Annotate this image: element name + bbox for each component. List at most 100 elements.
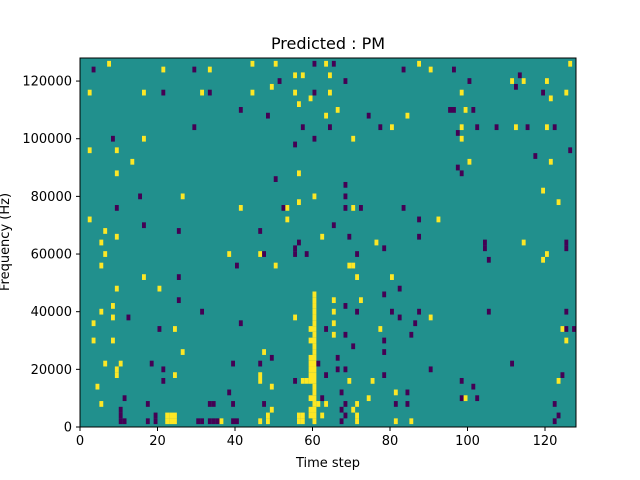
heatmap-cell — [215, 418, 220, 425]
y-tick-label: 120000 — [22, 75, 72, 90]
heatmap-cell — [331, 222, 336, 229]
heatmap-cell — [293, 141, 298, 148]
heatmap-cell — [560, 372, 565, 378]
heatmap-cell — [351, 406, 356, 413]
heatmap-cell — [312, 135, 317, 142]
heatmap-cell — [118, 418, 123, 425]
heatmap-cell — [343, 78, 348, 84]
heatmap-cell — [382, 372, 387, 378]
heatmap-cell — [200, 89, 205, 96]
heatmap-cell — [343, 205, 348, 211]
heatmap-cell — [312, 326, 317, 332]
heatmap-cell — [145, 418, 150, 425]
y-tick-label: 20000 — [31, 363, 72, 378]
heatmap-cell — [401, 66, 406, 73]
heatmap-cell — [99, 401, 104, 407]
heatmap-cell — [390, 308, 394, 315]
heatmap-cell — [103, 251, 108, 257]
heatmap-cell — [335, 107, 340, 113]
heatmap-cell — [359, 297, 363, 304]
heatmap-cell — [176, 274, 181, 280]
heatmap-cell — [273, 262, 278, 269]
heatmap-cell — [308, 406, 313, 413]
heatmap-cell — [111, 135, 115, 142]
heatmap-cell — [564, 245, 569, 252]
heatmap-cell — [343, 331, 348, 338]
heatmap-cell — [378, 124, 383, 131]
heatmap-cell — [87, 89, 92, 96]
heatmap-cell — [545, 251, 549, 257]
heatmap-cell — [339, 389, 344, 396]
heatmap-cell — [351, 205, 356, 211]
heatmap-cell — [331, 331, 336, 338]
heatmap-cell — [409, 418, 414, 425]
heatmap-cell — [266, 412, 270, 419]
heatmap-cell — [192, 66, 197, 73]
heatmap-cell — [355, 418, 360, 425]
heatmap-cell — [351, 135, 356, 142]
heatmap-cell — [145, 401, 150, 407]
heatmap-cell — [103, 228, 108, 234]
heatmap-cell — [564, 326, 569, 332]
heatmap-cell — [273, 60, 278, 67]
heatmap-cell — [312, 60, 317, 67]
heatmap-cell — [227, 389, 232, 396]
heatmap-cell — [293, 377, 298, 384]
heatmap-cell — [207, 418, 212, 425]
heatmap-cell — [382, 291, 387, 298]
heatmap-cell — [448, 107, 453, 113]
heatmap-cell — [312, 331, 317, 338]
heatmap-cell — [320, 395, 325, 402]
heatmap-cell — [173, 372, 177, 378]
heatmap-cell — [297, 412, 301, 419]
heatmap-cell — [428, 66, 433, 73]
heatmap-cell — [312, 366, 317, 373]
heatmap-cell — [207, 401, 212, 407]
heatmap-cell — [359, 205, 363, 211]
heatmap-cell — [366, 112, 371, 119]
heatmap-cell — [483, 245, 487, 252]
y-tick-label: 100000 — [22, 132, 72, 147]
heatmap-cell — [324, 326, 329, 332]
heatmap-cell — [463, 395, 468, 402]
heatmap-cell — [312, 383, 317, 390]
heatmap-cell — [572, 326, 577, 332]
heatmap-cell — [269, 383, 274, 390]
heatmap-cell — [343, 303, 348, 309]
plot-background — [80, 58, 576, 427]
heatmap-cell — [142, 274, 146, 280]
heatmap-cell — [161, 377, 166, 384]
heatmap-cell — [91, 320, 96, 327]
heatmap-cell — [281, 205, 286, 211]
heatmap-cell — [545, 78, 549, 84]
heatmap-cell — [328, 89, 332, 96]
heatmap-cell — [304, 377, 309, 384]
heatmap-cell — [351, 343, 356, 350]
x-tick-label: 60 — [304, 434, 321, 449]
heatmap-cell — [564, 89, 569, 96]
heatmap-cell — [312, 418, 317, 425]
heatmap-cell — [467, 78, 472, 84]
heatmap-cell — [114, 285, 119, 292]
heatmap-cell — [95, 383, 100, 390]
heatmap-cell — [510, 360, 515, 367]
heatmap-cell — [312, 406, 317, 413]
heatmap-cell — [312, 372, 317, 378]
heatmap-cell — [335, 354, 340, 361]
heatmap-cell — [343, 401, 348, 407]
heatmap-cell — [250, 89, 255, 96]
heatmap-cell — [486, 256, 491, 263]
heatmap-cell — [316, 401, 321, 407]
heatmap-cell — [564, 337, 569, 344]
heatmap-cell — [370, 377, 375, 384]
x-tick-label: 120 — [533, 434, 558, 449]
heatmap-cell — [161, 89, 166, 96]
heatmap-cell — [347, 262, 352, 269]
heatmap-cell — [541, 187, 546, 194]
heatmap-cell — [455, 164, 460, 171]
heatmap-cell — [297, 418, 301, 425]
heatmap-cell — [459, 395, 464, 402]
heatmap-cell — [308, 326, 313, 332]
heatmap-cell — [533, 153, 538, 159]
heatmap-cell — [300, 124, 305, 131]
